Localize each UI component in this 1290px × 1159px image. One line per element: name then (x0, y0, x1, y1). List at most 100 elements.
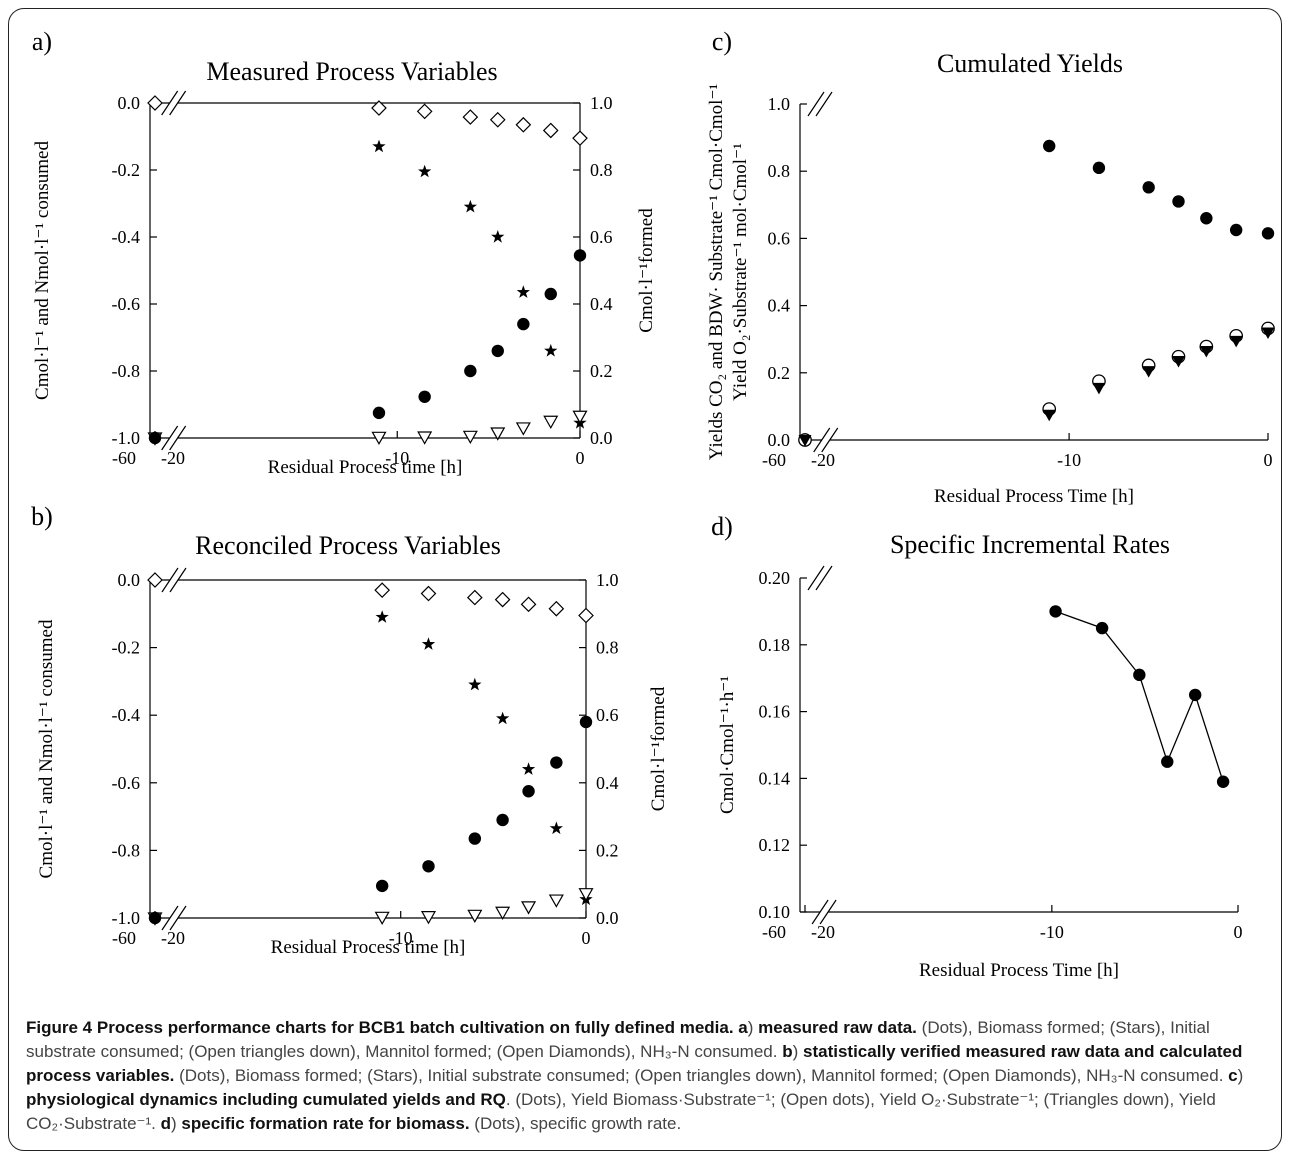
data-point (573, 249, 587, 262)
data-point (1092, 382, 1106, 395)
data-point (544, 343, 558, 357)
y2-tick-label: 0.2 (596, 840, 619, 860)
caption-b-text: (Dots), Biomass formed; (Stars), Initial… (179, 1066, 1224, 1085)
data-point (516, 285, 530, 298)
y-tick-label: -0.8 (112, 840, 141, 860)
series-3 (147, 572, 594, 624)
series-0 (375, 715, 593, 893)
y2-tick-label: 0.6 (590, 227, 613, 247)
y-tick-label: -0.2 (112, 638, 141, 658)
data-point (467, 909, 483, 924)
y-axis-label-2: Yield O₂·Substrate⁻¹ mol·Cmol⁻¹ (730, 143, 751, 401)
series-1 (798, 321, 1275, 447)
caption-c-label: c (1228, 1066, 1238, 1085)
y2-tick-label: 0.4 (590, 294, 613, 314)
data-point (463, 199, 477, 213)
axis-break-mark (813, 427, 831, 453)
data-point (371, 431, 387, 446)
chart-panel-d: d) Specific Incremental Rates Residual Pro… (711, 512, 1242, 981)
data-point (372, 406, 386, 420)
axis-break-mark (821, 427, 839, 453)
caption-b-label: b (782, 1042, 793, 1061)
data-point (515, 422, 531, 436)
y-tick-label: 0.14 (759, 768, 791, 788)
data-point (148, 431, 162, 445)
series-0 (1043, 139, 1275, 240)
axis-break-mark (169, 567, 187, 593)
data-point (1043, 139, 1056, 153)
chart-panel-c: c) Cumulated Yields Residual Process Time … (706, 27, 1275, 507)
data-point (495, 906, 511, 920)
y-tick-label: -0.2 (112, 160, 141, 180)
data-point (421, 637, 436, 650)
data-point (578, 888, 594, 902)
y-axis-label: Yields CO₂ and BDW· Substrate⁻¹ Cmol·Cmo… (706, 84, 727, 461)
y2-tick-label: 0.8 (590, 160, 613, 180)
y-tick-label: 0.0 (768, 430, 791, 450)
data-point (549, 821, 563, 835)
data-point (491, 230, 505, 243)
data-point (375, 610, 389, 623)
y-tick-label: 0.0 (118, 570, 141, 590)
y-tick-label: -0.4 (112, 227, 141, 247)
data-point (579, 715, 593, 729)
chart-title: Specific Incremental Rates (890, 530, 1170, 559)
data-point (517, 317, 530, 331)
series-3 (147, 95, 588, 147)
data-point (420, 911, 437, 925)
data-point (572, 130, 588, 147)
y-tick-label: 0.10 (759, 902, 791, 922)
chart-title: Reconciled Process Variables (195, 531, 501, 560)
axis-break-mark (169, 425, 187, 451)
y2-axis-label: Cmol·l⁻¹formed (636, 208, 657, 333)
x-tick-label: -60 (762, 450, 786, 470)
y2-tick-label: 0.6 (596, 705, 619, 725)
caption-title: Process performance charts for BCB1 batc… (96, 1018, 734, 1037)
data-point (1229, 223, 1243, 237)
data-point (496, 813, 509, 827)
x-tick-label: -10 (385, 448, 409, 468)
data-point (1229, 335, 1243, 348)
caption-a-title: measured raw data. (758, 1018, 917, 1037)
series-0 (1049, 605, 1230, 788)
y2-tick-label: 0.0 (590, 428, 613, 448)
data-point (521, 901, 537, 915)
caption-c-text: (Dots), Yield Biomass·Substrate⁻¹; (Open… (26, 1090, 1216, 1133)
data-point (466, 589, 483, 606)
data-point (1042, 409, 1056, 422)
data-point (515, 116, 532, 133)
series-1 (372, 139, 587, 429)
y-axis-label: Cmol·Cmol⁻¹·h⁻¹ (717, 676, 738, 814)
data-point (147, 95, 163, 111)
x-axis-label: Residual Process time [h] (268, 457, 463, 478)
x-tick-label: 0 (1264, 450, 1273, 470)
y-tick-label: 0.4 (768, 296, 791, 316)
axis-break-mark (815, 91, 833, 117)
data-point (468, 832, 482, 845)
caption-d-label: d (160, 1114, 172, 1133)
data-point (548, 600, 565, 617)
data-point (548, 894, 564, 908)
caption-a-label: a (738, 1018, 748, 1037)
chart-panel-a: a) Measured Process Variables Residual Pro… (32, 27, 657, 478)
data-point (522, 785, 535, 798)
data-point (494, 591, 511, 608)
series-2 (798, 327, 1275, 447)
axis-break-mark (169, 90, 187, 116)
data-point (550, 756, 563, 769)
series-0 (372, 249, 587, 420)
y-tick-label: 1.0 (768, 94, 791, 114)
axis-break-mark (807, 91, 825, 117)
x-tick-label: -60 (762, 922, 786, 942)
axis-break-mark (161, 90, 179, 116)
data-point (1049, 605, 1062, 618)
data-point (491, 344, 504, 358)
data-point (578, 607, 594, 624)
data-point (521, 762, 536, 775)
data-point (1261, 327, 1275, 339)
data-point (1133, 668, 1146, 682)
caption-figure-label: Figure 4 (26, 1018, 93, 1037)
y-tick-label: 0.20 (759, 568, 791, 588)
data-point (1171, 356, 1185, 368)
y-tick-label: -1.0 (112, 908, 141, 928)
